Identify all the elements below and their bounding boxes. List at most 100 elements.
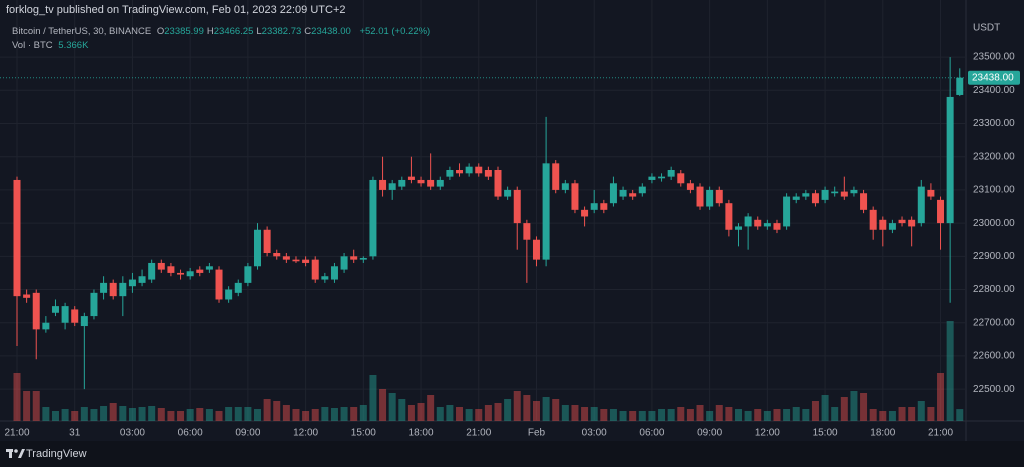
ohlc-label: L: [256, 26, 262, 37]
volume-bar: [590, 407, 598, 421]
volume-bar: [571, 405, 579, 421]
volume-bar: [696, 405, 704, 421]
x-tick-label: 21:00: [4, 428, 29, 439]
ohlc-value: 23382.73: [261, 26, 302, 37]
byline: forklog_tv published on TradingView.com,…: [6, 4, 346, 16]
x-tick-label: 12:00: [293, 428, 318, 439]
candle-body: [706, 189, 714, 207]
volume-bar: [735, 409, 742, 421]
volume-bar: [744, 411, 752, 421]
candle-body: [32, 292, 40, 330]
volume-bar: [311, 409, 319, 421]
volume-bar: [350, 407, 358, 421]
volume-bar: [417, 403, 425, 421]
volume-bar: [638, 411, 646, 421]
candle-body: [869, 209, 877, 230]
ohlc-label: C: [304, 26, 312, 37]
y-tick-label: 23400.00: [973, 85, 1015, 96]
x-tick-label: 31: [69, 428, 81, 439]
x-tick-label: 21:00: [466, 428, 491, 439]
candle-body: [436, 179, 444, 187]
candle-body: [254, 229, 261, 267]
candle-body: [917, 186, 925, 224]
volume-bar: [879, 411, 887, 421]
x-tick-label: 18:00: [409, 428, 434, 439]
volume-bar: [898, 407, 906, 421]
candle-body: [234, 282, 242, 293]
candle-body: [427, 179, 435, 187]
candle-body: [340, 256, 348, 270]
candle-body: [205, 266, 213, 270]
candle-body: [100, 282, 108, 293]
volume-bar: [51, 411, 59, 421]
candle-body: [484, 169, 492, 177]
volume-bar: [157, 408, 165, 421]
volume-bar: [706, 411, 714, 421]
volume-bar: [32, 391, 40, 421]
candle-body: [417, 179, 425, 184]
volume-bar: [773, 409, 781, 421]
candle-body: [359, 257, 367, 260]
x-tick-label: 21:00: [928, 428, 953, 439]
volume-bar: [427, 395, 435, 421]
volume-bar: [937, 373, 945, 421]
volume-bar: [215, 411, 223, 421]
candle-body: [456, 169, 464, 174]
volume-bar: [908, 407, 916, 421]
volume-bar: [100, 406, 108, 421]
volume-bar: [263, 399, 271, 421]
candle-body: [542, 163, 550, 260]
y-tick-label: 23000.00: [973, 218, 1015, 229]
volume-bar: [648, 411, 656, 421]
volume-bar: [388, 393, 396, 421]
volume-bar: [927, 407, 935, 421]
candle-body: [128, 279, 136, 287]
candle-body: [398, 179, 406, 187]
candle-body: [783, 196, 791, 227]
candle-body: [937, 199, 945, 224]
volume-bar: [254, 409, 261, 421]
candle-body: [956, 77, 964, 95]
volume-value: 5.366K: [58, 40, 89, 51]
change: +52.01 (+0.22%): [359, 26, 431, 37]
volume-bar: [167, 411, 175, 421]
last-price-tag: [968, 70, 1020, 85]
candle-body: [811, 193, 819, 204]
candle-body: [735, 226, 742, 230]
x-tick-label: 06:00: [178, 428, 203, 439]
volume-bar: [860, 393, 868, 421]
candle-body: [561, 183, 569, 190]
candle-body: [754, 219, 762, 227]
volume-bar: [725, 407, 733, 421]
candle-body: [282, 256, 290, 260]
volume-bar: [282, 405, 290, 421]
volume-bar: [186, 409, 194, 421]
candle-body: [475, 166, 483, 174]
candle-body: [648, 176, 656, 180]
volume-bar: [484, 405, 492, 421]
volume-bar: [792, 407, 800, 421]
volume-bar: [494, 403, 502, 421]
candle-body: [840, 191, 848, 197]
x-tick-label: 03:00: [120, 428, 145, 439]
candle-body: [321, 276, 329, 280]
volume-bar: [407, 405, 415, 421]
volume-bar: [80, 407, 88, 421]
volume-bar: [763, 411, 771, 421]
x-tick-label: 15:00: [813, 428, 838, 439]
candle-body: [369, 179, 377, 257]
volume-bar: [513, 391, 521, 421]
volume-bar: [138, 407, 146, 421]
y-tick-label: 23300.00: [973, 118, 1015, 129]
candle-body: [715, 189, 723, 204]
candle-body: [388, 183, 396, 190]
legend: Bitcoin / TetherUS, 30, BINANCE O23385.9…: [12, 25, 433, 53]
candle-body: [879, 219, 887, 230]
candle-body: [186, 271, 194, 277]
x-tick-label: 06:00: [639, 428, 664, 439]
volume-bar: [561, 405, 569, 421]
candle-body: [157, 262, 165, 270]
candle-body: [148, 262, 156, 280]
candle-body: [792, 196, 800, 200]
y-tick-label: 23500.00: [973, 52, 1015, 63]
